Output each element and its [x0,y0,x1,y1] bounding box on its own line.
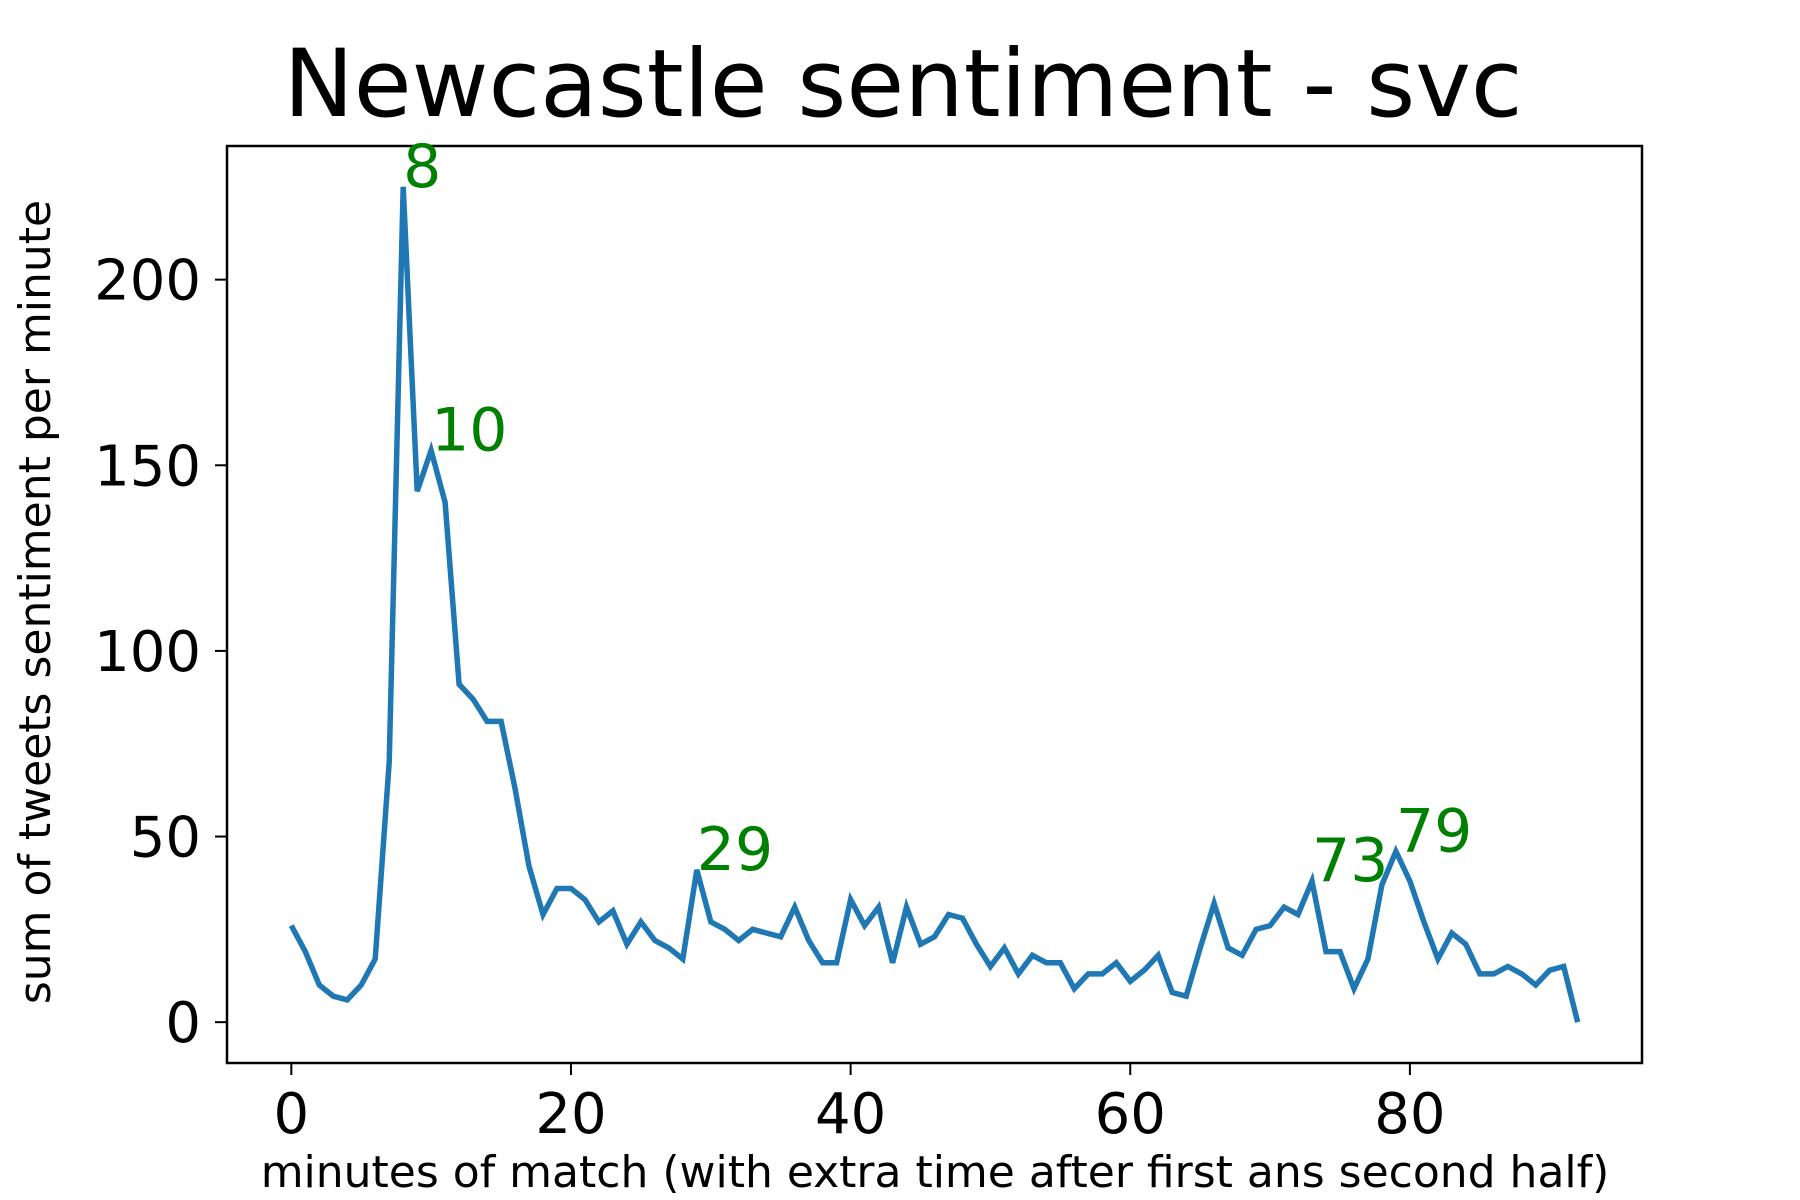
series-line [288,186,1581,1023]
x-tick-label: 60 [1095,1082,1166,1147]
x-axis-label: minutes of match (with extra time after … [261,1147,1610,1198]
y-tick-label: 50 [130,806,201,871]
axis-ticks: 0 20 40 60 80 0 50 100 150 200 [94,249,1445,1147]
plot-frame [225,144,1644,1065]
y-tick-label: 100 [94,620,201,685]
peak-annotation: 29 [697,815,773,885]
peak-annotation: 79 [1396,796,1472,866]
x-tick-label: 0 [273,1082,309,1147]
y-tick-label: 150 [94,434,201,499]
y-axis-label: sum of tweets sentiment per minute [10,200,61,1004]
x-tick-label: 40 [815,1082,886,1147]
peak-annotation: 8 [403,132,441,202]
peak-annotation: 10 [431,395,507,465]
x-tick-label: 80 [1374,1082,1445,1147]
y-tick-label: 200 [94,249,201,314]
annotations: 8 10 29 73 79 [403,132,1472,896]
chart-title: Newcastle sentiment - svc [283,30,1522,139]
y-tick-label: 0 [165,991,201,1056]
plot-area [288,186,1581,1023]
peak-annotation: 73 [1312,826,1388,896]
x-tick-label: 20 [535,1082,606,1147]
